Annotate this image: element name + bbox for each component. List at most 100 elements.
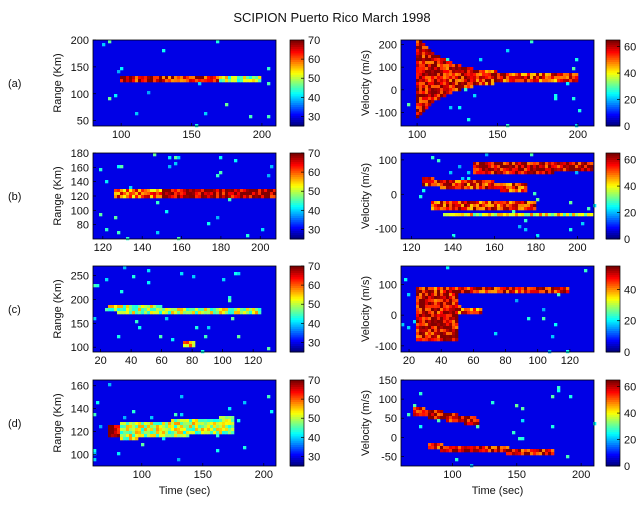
heat-cell xyxy=(518,73,522,77)
colorbar-step xyxy=(290,270,304,273)
axes-frame xyxy=(92,265,277,353)
heat-cell xyxy=(431,58,435,62)
heat-cell xyxy=(455,302,459,306)
heat-cell xyxy=(249,308,253,312)
heat-cell xyxy=(138,308,142,312)
heat-cell xyxy=(434,94,438,98)
heat-cell xyxy=(446,335,450,339)
heat-cell xyxy=(255,76,259,80)
heat-cell xyxy=(455,419,459,423)
colorbar-step xyxy=(290,98,304,101)
heat-cell xyxy=(228,198,232,202)
heat-cell xyxy=(545,449,549,453)
heat-cell xyxy=(455,338,459,342)
colorbar-step xyxy=(290,80,304,84)
heat-cell xyxy=(443,204,447,208)
heat-cell xyxy=(431,446,435,450)
x-tick-label: 100 xyxy=(408,129,426,141)
colorbar-step xyxy=(290,230,304,234)
heat-cell xyxy=(120,425,124,429)
heat-cell xyxy=(455,85,459,89)
heat-cell xyxy=(141,434,145,438)
heat-cell xyxy=(440,91,444,95)
heat-cell xyxy=(524,213,528,217)
heat-cell xyxy=(584,168,588,172)
heat-cell xyxy=(452,299,456,303)
colorbar-step xyxy=(290,384,304,387)
heat-cell xyxy=(219,195,223,199)
heat-cell xyxy=(440,443,444,447)
heat-cell xyxy=(189,428,193,432)
heat-cell xyxy=(515,79,519,83)
heat-cell xyxy=(416,305,420,309)
heat-cell xyxy=(434,55,438,59)
heat-cell xyxy=(524,186,528,190)
heat-cell xyxy=(135,437,139,441)
heat-cell xyxy=(446,323,450,327)
heat-cell xyxy=(497,79,501,83)
heat-cell xyxy=(174,76,178,80)
heat-cell xyxy=(189,419,193,423)
heat-cell xyxy=(518,201,522,205)
heat-cell xyxy=(150,189,154,193)
heat-cell xyxy=(488,70,492,74)
heat-cell xyxy=(494,204,498,208)
heat-cell xyxy=(494,73,498,77)
heat-cell xyxy=(117,452,121,456)
heat-cell xyxy=(503,73,507,77)
heat-cell xyxy=(470,422,474,426)
heat-cell xyxy=(470,201,474,205)
heat-cell xyxy=(129,76,133,80)
heat-cell xyxy=(548,165,552,169)
heat-cell xyxy=(186,311,190,315)
colorbar-step xyxy=(606,457,620,461)
heat-cell xyxy=(437,207,441,211)
heat-cell xyxy=(470,183,474,187)
heat-cell xyxy=(461,204,465,208)
heat-cell xyxy=(123,266,127,270)
heat-cell xyxy=(422,64,426,68)
heat-cell xyxy=(512,79,516,83)
colorbar-step xyxy=(290,206,304,210)
colorbar-step xyxy=(290,204,304,208)
heat-cell xyxy=(437,55,441,59)
heat-cell xyxy=(416,79,420,83)
heat-cell xyxy=(578,168,582,172)
heat-cell xyxy=(174,422,178,426)
heat-cell xyxy=(488,201,492,205)
heat-cell xyxy=(186,434,190,438)
heat-cell xyxy=(485,153,489,157)
heat-cell xyxy=(509,168,513,172)
heat-cell xyxy=(174,308,178,312)
heat-cell xyxy=(422,183,426,187)
colorbar-step xyxy=(606,187,620,191)
heat-cell xyxy=(461,67,465,71)
heat-cell xyxy=(174,195,178,199)
heat-cell xyxy=(443,180,447,184)
heat-cell xyxy=(584,162,588,166)
heat-cell xyxy=(470,416,474,420)
heat-cell xyxy=(533,287,537,291)
heat-cell xyxy=(225,103,229,107)
heat-cell xyxy=(419,43,423,47)
heat-cell xyxy=(515,299,519,303)
heat-cell xyxy=(440,413,444,417)
heat-cell xyxy=(485,290,489,294)
heat-cell xyxy=(437,64,441,68)
colorbar-step xyxy=(606,425,620,428)
heat-cell xyxy=(177,189,181,193)
heat-cell xyxy=(578,162,582,166)
heat-cell xyxy=(216,192,220,196)
heat-cell xyxy=(476,76,480,80)
heat-cell xyxy=(500,183,504,187)
colorbar-step xyxy=(606,313,620,316)
heat-cell xyxy=(419,407,423,411)
colorbar-step xyxy=(606,63,620,67)
heat-cell xyxy=(168,428,172,432)
heat-cell xyxy=(216,419,220,423)
heat-cell xyxy=(117,431,121,435)
heat-cell xyxy=(593,204,597,208)
heat-cell xyxy=(419,314,423,318)
heat-cell xyxy=(452,317,456,321)
